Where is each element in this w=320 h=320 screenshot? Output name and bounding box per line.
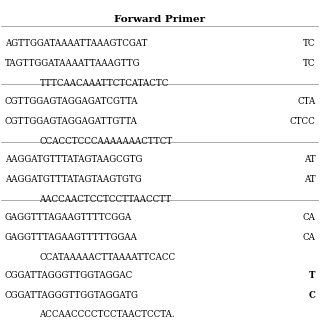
Text: CGGATTAGGGTTGGTAGGAC: CGGATTAGGGTTGGTAGGAC bbox=[4, 271, 133, 280]
Text: CGTTGGAGTAGGAGATTGTTA: CGTTGGAGTAGGAGATTGTTA bbox=[4, 117, 137, 126]
Text: CTCC: CTCC bbox=[290, 117, 316, 126]
Text: TC: TC bbox=[303, 39, 316, 48]
Text: CA: CA bbox=[303, 213, 316, 222]
Text: AT: AT bbox=[304, 155, 316, 164]
Text: ACCAACCCCTCCTAACTCCTA.: ACCAACCCCTCCTAACTCCTA. bbox=[39, 310, 175, 319]
Text: CGTTGGAGTAGGAGATCGTTA: CGTTGGAGTAGGAGATCGTTA bbox=[4, 97, 138, 106]
Text: TC: TC bbox=[303, 59, 316, 68]
Text: AT: AT bbox=[304, 175, 316, 184]
Text: CCATAAAAACTTAAAATTCACC: CCATAAAAACTTAAAATTCACC bbox=[39, 252, 176, 262]
Text: CCACCTCCCAAAAAAACTTCT: CCACCTCCCAAAAAAACTTCT bbox=[39, 137, 173, 146]
Text: GAGGTTTAGAAGTTTTCGGA: GAGGTTTAGAAGTTTTCGGA bbox=[4, 213, 132, 222]
Text: AAGGATGTTTATAGTAAGCGTG: AAGGATGTTTATAGTAAGCGTG bbox=[4, 155, 142, 164]
Text: CTA: CTA bbox=[297, 97, 316, 106]
Text: Forward Primer: Forward Primer bbox=[115, 15, 205, 24]
Text: T: T bbox=[309, 271, 316, 280]
Text: AGTTGGATAAAATTAAAGTCGAT: AGTTGGATAAAATTAAAGTCGAT bbox=[4, 39, 147, 48]
Text: TAGTTGGATAAAATTAAAGTTG: TAGTTGGATAAAATTAAAGTTG bbox=[4, 59, 140, 68]
Text: CGGATTAGGGTTGGTAGGATG: CGGATTAGGGTTGGTAGGATG bbox=[4, 291, 139, 300]
Text: C: C bbox=[308, 291, 316, 300]
Text: GAGGTTTAGAAGTTTTTGGAA: GAGGTTTAGAAGTTTTTGGAA bbox=[4, 233, 137, 242]
Text: CA: CA bbox=[303, 233, 316, 242]
Text: AACCAACTCCTCCTTAACCTT: AACCAACTCCTCCTTAACCTT bbox=[39, 195, 172, 204]
Text: TTTCAACAAATTCTCATACTC: TTTCAACAAATTCTCATACTC bbox=[39, 79, 169, 88]
Text: AAGGATGTTTATAGTAAGTGTG: AAGGATGTTTATAGTAAGTGTG bbox=[4, 175, 141, 184]
